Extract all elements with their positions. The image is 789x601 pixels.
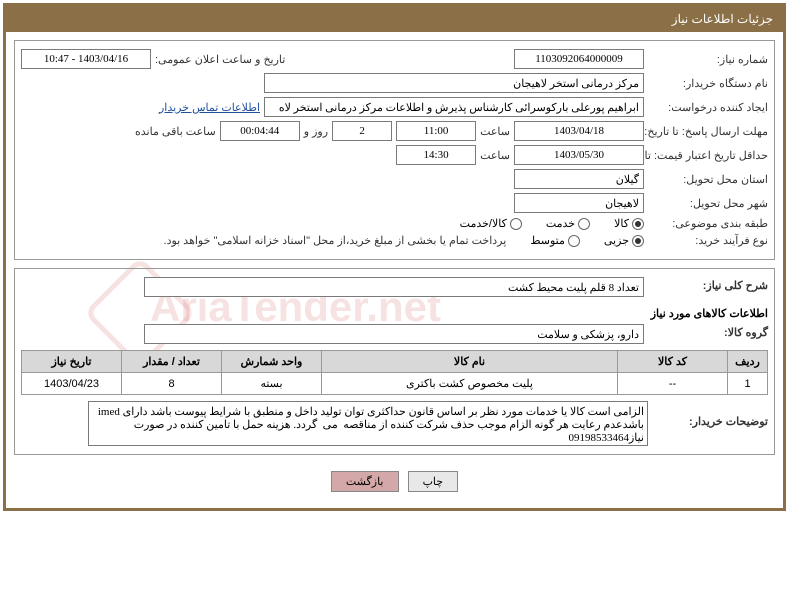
time-label-2: ساعت: [480, 149, 510, 162]
announce-date-label: تاریخ و ساعت اعلان عمومی:: [155, 53, 285, 66]
radio-small-label: جزیی: [604, 234, 629, 247]
cell-code: --: [618, 373, 728, 395]
city-label: شهر محل تحویل:: [648, 197, 768, 210]
city-field: [514, 193, 644, 213]
category-radio-group: کالا خدمت کالا/خدمت: [460, 217, 644, 230]
th-name: نام کالا: [322, 351, 618, 373]
summary-field: [144, 277, 644, 297]
page-header: جزئیات اطلاعات نیاز: [6, 6, 783, 32]
countdown-field: [220, 121, 300, 141]
cell-date: 1403/04/23: [22, 373, 122, 395]
validity-time-field: [396, 145, 476, 165]
buyer-org-label: نام دستگاه خریدار:: [648, 77, 768, 90]
goods-group-field: [144, 324, 644, 344]
table-row: 1 -- پلیت مخصوص کشت باکتری بسته 8 1403/0…: [22, 373, 768, 395]
radio-service[interactable]: [578, 218, 590, 230]
requester-label: ایجاد کننده درخواست:: [648, 101, 768, 114]
detail-section: شرح کلی نیاز: اطلاعات کالاهای مورد نیاز …: [14, 268, 775, 455]
province-field: [514, 169, 644, 189]
summary-label: شرح کلی نیاز:: [648, 279, 768, 292]
cell-unit: بسته: [222, 373, 322, 395]
goods-table: ردیف کد کالا نام کالا واحد شمارش تعداد /…: [21, 350, 768, 395]
goods-info-title: اطلاعات کالاهای مورد نیاز: [21, 307, 768, 320]
radio-medium-label: متوسط: [530, 234, 565, 247]
contact-buyer-link[interactable]: اطلاعات تماس خریدار: [159, 101, 260, 114]
cell-qty: 8: [122, 373, 222, 395]
main-info-section: شماره نیاز: تاریخ و ساعت اعلان عمومی: نا…: [14, 40, 775, 260]
radio-goods[interactable]: [632, 218, 644, 230]
validity-date-field: [514, 145, 644, 165]
th-row: ردیف: [728, 351, 768, 373]
page-title: جزئیات اطلاعات نیاز: [672, 12, 773, 26]
payment-note: پرداخت تمام یا بخشی از مبلغ خرید،از محل …: [164, 234, 507, 247]
button-bar: چاپ بازگشت: [14, 463, 775, 500]
announce-date-field: [21, 49, 151, 69]
need-number-field: [514, 49, 644, 69]
cell-name: پلیت مخصوص کشت باکتری: [322, 373, 618, 395]
goods-group-label: گروه کالا:: [648, 326, 768, 339]
th-date: تاریخ نیاز: [22, 351, 122, 373]
deadline-date-field: [514, 121, 644, 141]
buyer-desc-label: توضیحات خریدار:: [648, 401, 768, 428]
back-button[interactable]: بازگشت: [331, 471, 399, 492]
days-and-label: روز و: [304, 125, 328, 138]
radio-small[interactable]: [632, 235, 644, 247]
radio-goods-service[interactable]: [510, 218, 522, 230]
province-label: استان محل تحویل:: [648, 173, 768, 186]
buyer-desc-field: [88, 401, 648, 446]
process-radio-group: جزیی متوسط: [530, 234, 644, 247]
print-button[interactable]: چاپ: [408, 471, 459, 492]
deadline-time-field: [396, 121, 476, 141]
radio-service-label: خدمت: [546, 217, 575, 230]
requester-field: [264, 97, 644, 117]
radio-medium[interactable]: [568, 235, 580, 247]
radio-goods-service-label: کالا/خدمت: [460, 217, 507, 230]
th-unit: واحد شمارش: [222, 351, 322, 373]
days-count-field: [332, 121, 392, 141]
th-qty: تعداد / مقدار: [122, 351, 222, 373]
th-code: کد کالا: [618, 351, 728, 373]
cell-row: 1: [728, 373, 768, 395]
deadline-label: مهلت ارسال پاسخ: تا تاریخ:: [648, 125, 768, 138]
buyer-org-field: [264, 73, 644, 93]
remaining-label: ساعت باقی مانده: [135, 125, 216, 138]
radio-goods-label: کالا: [614, 217, 629, 230]
need-number-label: شماره نیاز:: [648, 53, 768, 66]
time-label-1: ساعت: [480, 125, 510, 138]
process-label: نوع فرآیند خرید:: [648, 234, 768, 247]
category-label: طبقه بندی موضوعی:: [648, 217, 768, 230]
validity-label: حداقل تاریخ اعتبار قیمت: تا تاریخ:: [648, 149, 768, 162]
